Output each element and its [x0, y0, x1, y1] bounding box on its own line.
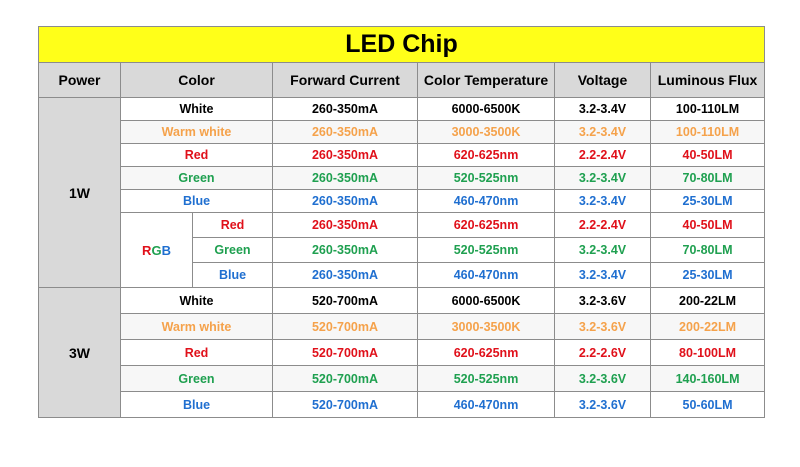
table-row: Warm white 520-700mA 3000-3500K 3.2-3.6V 200…	[39, 313, 766, 340]
cell-voltage: 3.2-3.6V	[554, 365, 651, 392]
table-row: Red 520-700mA 620-625nm 2.2-2.6V 80-100LM	[39, 339, 766, 366]
cell-voltage: 3.2-3.6V	[554, 313, 651, 340]
cell-forward-current: 520-700mA	[272, 339, 418, 366]
cell-color-temperature: 460-470nm	[417, 262, 555, 288]
cell-luminous-flux: 25-30LM	[649, 262, 766, 288]
cell-luminous-flux: 70-80LM	[649, 166, 766, 190]
table-title: LED Chip	[37, 26, 766, 63]
cell-voltage: 3.2-3.4V	[554, 120, 651, 144]
cell-color-temperature: 620-625nm	[417, 339, 555, 366]
header-voltage: Voltage	[554, 62, 651, 98]
cell-voltage: 3.2-3.6V	[554, 391, 651, 418]
table-row: Blue 260-350mA 460-470nm 3.2-3.4V 25-30LM	[39, 189, 766, 213]
cell-color: Warm white	[120, 313, 273, 340]
cell-color-temperature: 460-470nm	[417, 189, 555, 213]
cell-luminous-flux: 100-110LM	[649, 97, 766, 121]
cell-forward-current: 260-350mA	[272, 120, 418, 144]
cell-color: Blue	[120, 391, 273, 418]
cell-luminous-flux: 200-22LM	[649, 313, 766, 340]
cell-forward-current: 260-350mA	[272, 143, 418, 167]
table-row: Warm white 260-350mA 3000-3500K 3.2-3.4V 100…	[39, 120, 766, 144]
cell-forward-current: 520-700mA	[272, 365, 418, 392]
cell-voltage: 2.2-2.4V	[554, 143, 651, 167]
cell-color-temperature: 520-525nm	[417, 166, 555, 190]
cell-forward-current: 260-350mA	[272, 237, 418, 263]
cell-color: Green	[120, 365, 273, 392]
header-luminous-flux: Luminous Flux	[649, 62, 766, 98]
cell-color-temperature: 6000-6500K	[417, 287, 555, 314]
cell-color: Blue	[120, 189, 273, 213]
cell-voltage: 3.2-3.4V	[554, 237, 651, 263]
cell-color-temperature: 6000-6500K	[417, 97, 555, 121]
rgb-letter-r: R	[142, 242, 152, 258]
cell-color: Warm white	[120, 120, 273, 144]
cell-luminous-flux: 40-50LM	[649, 212, 766, 238]
header-forward-current: Forward Current	[272, 62, 418, 98]
cell-forward-current: 260-350mA	[272, 166, 418, 190]
header-color: Color	[120, 62, 273, 98]
cell-color: Green	[120, 166, 273, 190]
header-row: Power Color Forward Current Color Temper…	[38, 62, 766, 98]
table-row: Blue 520-700mA 460-470nm 3.2-3.6V 50-60LM	[39, 391, 766, 418]
rgb-letter-g: G	[151, 242, 162, 258]
power-cell-3w: 3W	[38, 287, 121, 418]
spec-table-wrapper: LED Chip Power Color Forward Current Col…	[37, 26, 766, 418]
cell-color: Blue	[192, 262, 273, 288]
cell-forward-current: 260-350mA	[272, 262, 418, 288]
cell-luminous-flux: 140-160LM	[649, 365, 766, 392]
table-row: RGB Red 260-350mA 620-625nm 2.2-2.4V 40-50LM	[39, 212, 766, 288]
cell-luminous-flux: 200-22LM	[649, 287, 766, 314]
cell-color-temperature: 460-470nm	[417, 391, 555, 418]
cell-forward-current: 260-350mA	[272, 212, 418, 238]
cell-forward-current: 260-350mA	[272, 97, 418, 121]
table-row: 3W White 520-700mA 6000-6500K 3.2-3.6V 200-22…	[38, 287, 766, 418]
cell-color: Red	[120, 143, 273, 167]
cell-forward-current: 520-700mA	[272, 287, 418, 314]
cell-voltage: 3.2-3.4V	[554, 189, 651, 213]
table-row: Green 260-350mA 520-525nm 3.2-3.4V 70-80LM	[39, 237, 766, 263]
table-row: Green 520-700mA 520-525nm 3.2-3.6V 140-160LM	[39, 365, 766, 392]
led-spec-table: LED Chip Power Color Forward Current Col…	[37, 26, 766, 418]
cell-color-temperature: 3000-3500K	[417, 313, 555, 340]
cell-color-temperature: 520-525nm	[417, 237, 555, 263]
cell-luminous-flux: 25-30LM	[649, 189, 766, 213]
rgb-letter-b: B	[161, 242, 171, 258]
cell-luminous-flux: 40-50LM	[649, 143, 766, 167]
cell-color-temperature: 620-625nm	[417, 143, 555, 167]
cell-voltage: 3.2-3.4V	[554, 97, 651, 121]
rgb-label-cell: RGB	[120, 212, 193, 288]
cell-color-temperature: 520-525nm	[417, 365, 555, 392]
cell-color: Red	[192, 212, 273, 238]
cell-voltage: 2.2-2.4V	[554, 212, 651, 238]
table-row: Green 260-350mA 520-525nm 3.2-3.4V 70-80LM	[39, 166, 766, 190]
cell-color-temperature: 620-625nm	[417, 212, 555, 238]
cell-forward-current: 520-700mA	[272, 391, 418, 418]
cell-color-temperature: 3000-3500K	[417, 120, 555, 144]
cell-voltage: 3.2-3.6V	[554, 287, 651, 314]
cell-voltage: 3.2-3.4V	[554, 262, 651, 288]
table-row: Blue 260-350mA 460-470nm 3.2-3.4V 25-30LM	[39, 262, 766, 288]
cell-forward-current: 520-700mA	[272, 313, 418, 340]
cell-voltage: 2.2-2.6V	[554, 339, 651, 366]
cell-color: Green	[192, 237, 273, 263]
header-power: Power	[38, 62, 121, 98]
cell-luminous-flux: 100-110LM	[649, 120, 766, 144]
cell-color: White	[120, 97, 273, 121]
cell-luminous-flux: 50-60LM	[649, 391, 766, 418]
cell-luminous-flux: 70-80LM	[649, 237, 766, 263]
table-row: 1W White 260-350mA 6000-6500K 3.2-3.4V 100-11…	[38, 97, 766, 288]
header-color-temperature: Color Temperature	[417, 62, 555, 98]
cell-luminous-flux: 80-100LM	[649, 339, 766, 366]
power-cell-1w: 1W	[38, 97, 121, 288]
cell-forward-current: 260-350mA	[272, 189, 418, 213]
cell-color: White	[120, 287, 273, 314]
cell-voltage: 3.2-3.4V	[554, 166, 651, 190]
table-row: Red 260-350mA 620-625nm 2.2-2.4V 40-50LM	[39, 143, 766, 167]
cell-color: Red	[120, 339, 273, 366]
